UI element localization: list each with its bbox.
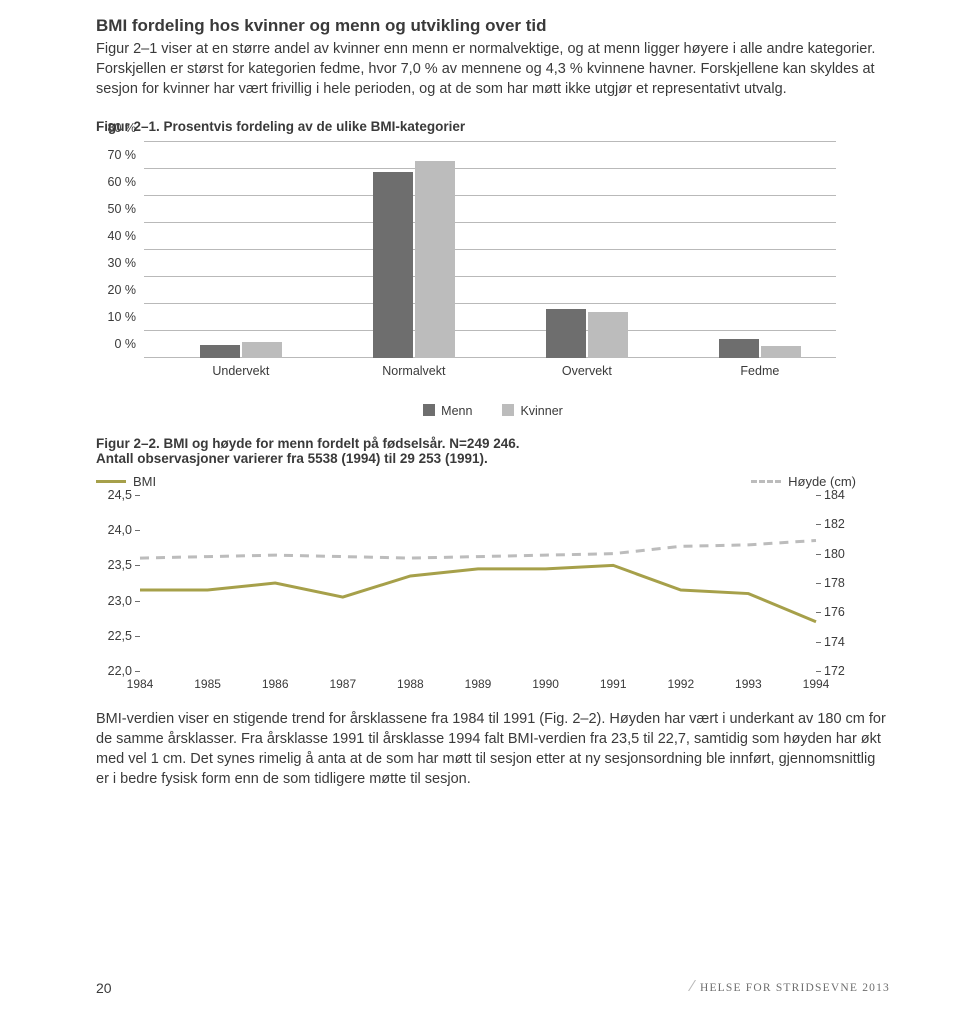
figure-1-barchart: 0 %10 %20 %30 %40 %50 %60 %70 %80 %Under…	[96, 142, 836, 382]
legend-kvinner: Kvinner	[502, 404, 562, 418]
intro-paragraph: Figur 2–1 viser at en større andel av kv…	[96, 39, 890, 99]
page-number: 20	[96, 980, 112, 996]
closing-paragraph: BMI-verdien viser en stigende trend for …	[96, 709, 890, 789]
figure-1-legend: Menn Kvinner	[96, 404, 890, 418]
section-heading: BMI fordeling hos kvinner og menn og utv…	[96, 16, 890, 36]
figure-2-legend: BMI Høyde (cm)	[96, 474, 856, 489]
footer-brand-wrap: ⁄HELSE FOR STRIDSEVNE 2013	[685, 978, 890, 996]
legend-bmi: BMI	[96, 474, 156, 489]
figure-1-caption: Figur 2–1. Prosentvis fordeling av de ul…	[96, 119, 890, 134]
figure-2-caption: Figur 2–2. BMI og høyde for menn fordelt…	[96, 436, 890, 466]
legend-height: Høyde (cm)	[751, 474, 856, 489]
figure-2-linechart: 22,022,523,023,524,024,51721741761781801…	[96, 495, 856, 695]
page-footer: 20 ⁄HELSE FOR STRIDSEVNE 2013	[96, 978, 890, 996]
legend-menn: Menn	[423, 404, 472, 418]
